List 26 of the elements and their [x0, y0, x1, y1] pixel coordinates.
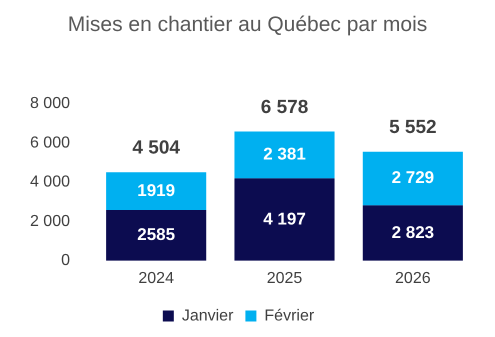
total-label: 6 578	[260, 96, 308, 118]
data-label: 2585	[137, 225, 176, 244]
x-tick-label: 2026	[395, 270, 431, 287]
y-tick-label: 4 000	[30, 174, 70, 191]
bar	[234, 178, 335, 261]
total-label: 4 504	[132, 138, 180, 159]
y-tick-label: 8 000	[30, 95, 70, 112]
data-label: 2 729	[392, 168, 434, 188]
y-tick-label: 0	[61, 252, 70, 270]
bar	[362, 152, 463, 206]
y-tick-label: 6 000	[30, 134, 70, 152]
x-tick-label: 2024	[138, 270, 174, 287]
y-tick-label: 2 000	[30, 212, 70, 230]
bar	[106, 172, 206, 210]
legend-label: Janvier	[182, 307, 234, 324]
data-label: 2 381	[263, 144, 306, 164]
total-label: 5 552	[389, 116, 437, 138]
data-label: 2 823	[392, 222, 434, 242]
bar	[106, 210, 206, 261]
chart-title: Mises en chantier au Québec par mois	[68, 12, 428, 38]
x-tick-label: 2025	[266, 270, 302, 287]
data-label: 1919	[137, 180, 176, 200]
bar	[234, 132, 335, 178]
bar	[362, 205, 463, 261]
data-label: 4 197	[263, 209, 306, 228]
legend-label: Février	[264, 307, 315, 324]
